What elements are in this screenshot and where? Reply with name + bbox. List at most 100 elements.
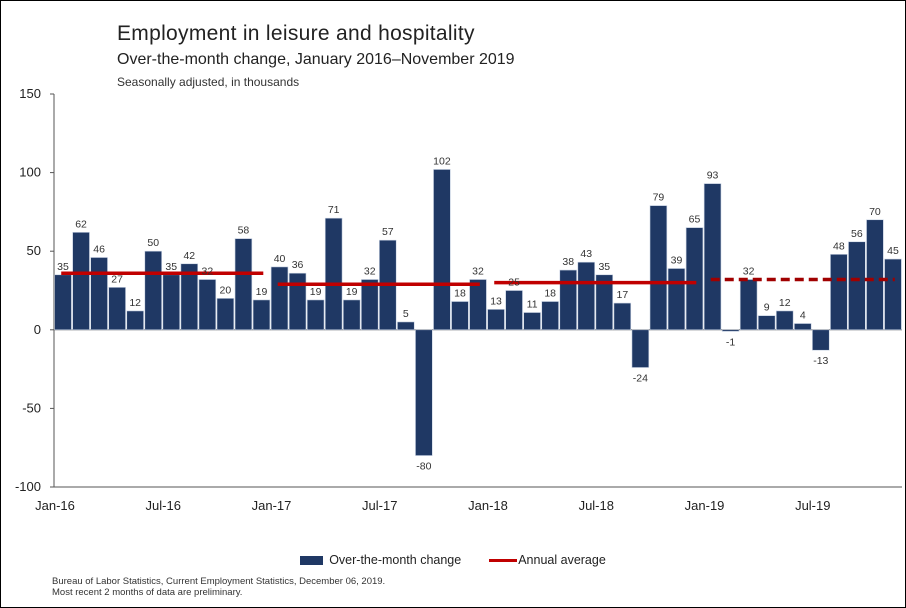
bar xyxy=(324,217,343,331)
bar xyxy=(685,227,704,331)
data-label: 48 xyxy=(833,240,845,252)
data-label: 46 xyxy=(93,243,105,255)
bar xyxy=(234,238,253,331)
data-label: 35 xyxy=(165,261,177,273)
bar xyxy=(126,310,144,331)
data-label: 17 xyxy=(616,289,628,301)
bar xyxy=(469,279,487,331)
data-label: 42 xyxy=(183,250,195,262)
x-tick-label: Jul-18 xyxy=(579,498,614,513)
bar xyxy=(306,299,325,331)
bar xyxy=(397,321,415,331)
data-label: 45 xyxy=(887,245,899,257)
data-label: 40 xyxy=(274,253,286,265)
data-label: -1 xyxy=(726,336,735,348)
bar xyxy=(144,250,162,331)
annual-average-series xyxy=(61,271,895,286)
data-label: 5 xyxy=(403,308,409,320)
bar xyxy=(559,269,577,331)
data-label: 13 xyxy=(490,295,502,307)
bar xyxy=(72,232,90,331)
y-tick-label: 150 xyxy=(19,86,41,101)
data-label: 56 xyxy=(851,228,863,240)
bar xyxy=(54,274,72,331)
bar xyxy=(703,183,722,331)
data-label: 35 xyxy=(57,261,69,273)
bar xyxy=(361,279,379,331)
bar xyxy=(848,241,866,331)
data-label: 35 xyxy=(598,261,610,273)
data-label: -80 xyxy=(416,461,431,473)
bar xyxy=(830,254,848,331)
bar xyxy=(90,257,108,331)
y-tick-label: -100 xyxy=(15,479,41,494)
bar xyxy=(433,169,451,331)
bar xyxy=(577,261,595,331)
data-label: -24 xyxy=(633,373,648,385)
legend-bar-label: Over-the-month change xyxy=(329,553,462,567)
data-label: 18 xyxy=(544,288,556,300)
bar xyxy=(739,279,758,331)
data-label: 32 xyxy=(472,265,484,277)
data-label: 71 xyxy=(328,204,340,216)
data-label: 38 xyxy=(562,256,574,268)
data-label: 19 xyxy=(346,286,358,298)
chart-title: Employment in leisure and hospitality xyxy=(117,22,475,45)
y-tick-label: 50 xyxy=(27,243,41,258)
bar xyxy=(451,301,469,331)
data-label: 19 xyxy=(256,286,268,298)
source-note: Bureau of Labor Statistics, Current Empl… xyxy=(52,576,385,598)
bar xyxy=(794,323,812,331)
data-labels: 35 62 46 27 12 50 35 42 32 20 58 19 40 36 19 71 19 32 57 5 -… xyxy=(57,155,899,472)
data-label: 12 xyxy=(129,297,141,309)
x-tick-label: Jul-17 xyxy=(362,498,397,513)
legend-item-line: Annual average xyxy=(489,553,606,567)
x-tick-label: Jan-16 xyxy=(35,498,75,513)
data-label: 4 xyxy=(800,310,806,322)
y-tick-label: 100 xyxy=(19,165,41,180)
bar xyxy=(198,279,217,331)
data-label: 50 xyxy=(147,237,159,249)
bar xyxy=(270,266,289,331)
data-label: 102 xyxy=(433,155,451,167)
x-axis: Jan-16 Jul-16 Jan-17 Jul-17 Jan-18 Jul-18 Jan-… xyxy=(35,329,902,513)
data-label: 57 xyxy=(382,226,394,238)
bar xyxy=(541,301,559,331)
data-label: 58 xyxy=(238,225,250,237)
x-tick-label: Jan-18 xyxy=(468,498,508,513)
data-label: 18 xyxy=(454,288,466,300)
bar xyxy=(216,298,235,331)
bar xyxy=(180,263,199,331)
bar xyxy=(866,219,884,331)
bar xyxy=(487,309,505,331)
data-label: 43 xyxy=(580,248,592,260)
bar xyxy=(649,205,668,331)
bar xyxy=(108,287,126,331)
legend: Over-the-month change Annual average xyxy=(0,553,906,567)
data-label: 39 xyxy=(671,254,683,266)
x-tick-label: Jul-16 xyxy=(146,498,181,513)
legend-line-label: Annual average xyxy=(518,553,606,567)
legend-bar-swatch xyxy=(300,555,324,565)
bar-series xyxy=(54,169,902,456)
data-label: 65 xyxy=(689,214,701,226)
bar xyxy=(776,310,794,331)
data-label: 93 xyxy=(707,170,719,182)
data-label: -13 xyxy=(813,355,828,367)
bar xyxy=(884,258,902,331)
y-tick-label: -50 xyxy=(22,400,41,415)
x-tick-label: Jan-19 xyxy=(685,498,725,513)
data-label: 32 xyxy=(364,265,376,277)
bar xyxy=(757,315,776,331)
bar xyxy=(505,290,523,331)
source-line-2: Most recent 2 months of data are prelimi… xyxy=(52,587,243,598)
bar xyxy=(162,274,180,331)
data-label: 32 xyxy=(743,265,755,277)
bar xyxy=(252,299,271,331)
x-tick-label: Jul-19 xyxy=(795,498,830,513)
data-label: 19 xyxy=(310,286,322,298)
data-label: 25 xyxy=(508,277,520,289)
bar xyxy=(631,329,650,368)
data-label: 70 xyxy=(869,206,881,218)
